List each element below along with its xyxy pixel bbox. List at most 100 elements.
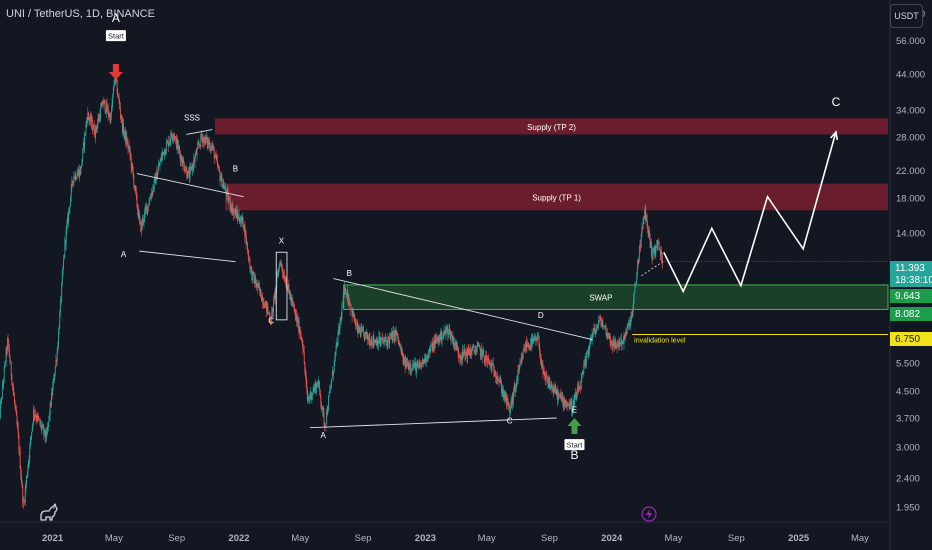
candle-body [563,398,565,406]
candle-body [365,331,366,334]
candle-body [452,336,454,342]
candle-body [610,339,612,343]
candle-body [263,303,265,307]
candle-body [580,378,582,390]
candle-body [188,171,190,179]
candle-body [546,375,548,379]
candle-body [413,366,415,368]
candle-body [100,108,102,119]
tradingview-logo-icon[interactable] [38,502,60,524]
candle-body [3,367,5,381]
candle-body [419,363,421,368]
candle-body [559,393,561,396]
candle-body [36,415,38,421]
candle-body [138,213,140,218]
candle-body [125,130,126,142]
candle-body [242,217,244,228]
candle-body [110,110,112,115]
candle-body [404,357,406,368]
candle-body [339,321,341,330]
candle-body [28,461,29,469]
candle-body [294,308,296,311]
candle-body [649,239,651,248]
candle-body [132,163,133,170]
candle-body [109,114,110,117]
candle-body [562,396,564,406]
candle-body [13,394,15,402]
candle-body [82,148,84,160]
candle-body [647,222,649,228]
candle-body [379,336,380,344]
candle-body [659,249,661,256]
candle-body [603,325,605,327]
candle-body [31,425,33,432]
candle-body [283,274,285,276]
candle-body [512,394,514,402]
candle-body [591,334,593,342]
candle-body [236,210,238,218]
candle-body [598,320,599,326]
candle-body [457,347,459,353]
candle-body [578,386,580,392]
candle-body [640,244,642,248]
candle-body [50,403,52,407]
candle-body [128,146,130,148]
symbol-title[interactable]: UNI / TetherUS, 1D, BINANCE [6,8,155,20]
candle-body [296,314,298,322]
candle-body [450,334,452,339]
candle-body [120,114,122,119]
candle-body [625,330,627,334]
candle-body [544,372,546,380]
candle-body [489,363,491,364]
candle-body [10,361,12,363]
candle-body [200,134,202,138]
candle-body [613,340,615,345]
candle-body [624,333,626,340]
candle-body [546,377,548,379]
zone-label: Supply (TP 1) [532,193,581,202]
candle-body [380,338,382,340]
candle-body [354,322,356,325]
candle-body [538,337,539,339]
candle-body [44,428,46,437]
candle-body [502,389,504,395]
candle-body [358,325,359,333]
candle-body [258,284,260,287]
price-axis-label: 2.400 [896,474,920,485]
candle-body [576,388,578,393]
candle-body [341,307,343,319]
candle-body [352,310,354,318]
candle-body [301,340,303,345]
candle-body [414,362,416,364]
candle-body [98,114,100,121]
candle-body [121,117,123,132]
candle-body [472,346,474,347]
candle-body [211,145,213,147]
candle-body [646,215,648,223]
candle-body [481,349,483,357]
candle-body [612,343,613,349]
candle-body [519,363,521,367]
lightning-icon[interactable] [641,506,657,522]
wave-major-label: A [112,11,120,25]
candle-body [147,204,149,213]
candle-body [552,388,553,391]
candle-body [539,347,541,356]
currency-button[interactable]: USDT [890,4,923,28]
wave-major-label: C [832,95,841,109]
candle-body [607,335,609,339]
candle-body [542,363,544,375]
candle-body [359,331,361,332]
candle-body [464,348,466,356]
candle-body [386,340,388,342]
candle-body [608,333,610,337]
candle-body [293,305,295,309]
candle-body [317,385,319,387]
projection-connector [641,261,664,277]
candle-body [617,340,619,344]
candle-body [15,408,17,416]
candle-body [16,415,18,425]
candle-body [396,333,398,336]
